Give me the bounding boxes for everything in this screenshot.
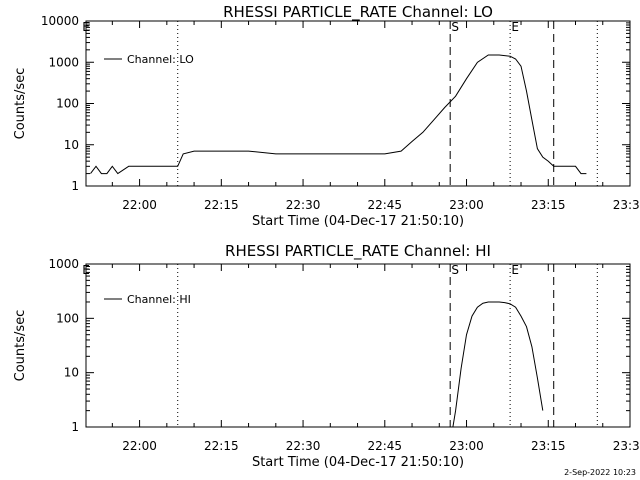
y-tick-label: 1000 (48, 257, 79, 271)
x-tick-label: 22:15 (204, 439, 239, 453)
x-tick-label: 22:30 (286, 198, 321, 212)
y-tick-label: 1000 (48, 55, 79, 69)
series-line (90, 54, 587, 175)
y-tick-label: 100 (56, 311, 79, 325)
time-marker: E (511, 263, 519, 277)
chart-title: RHESSI PARTICLE_RATE Channel: HI (225, 242, 491, 261)
y-tick-label: 10000 (41, 14, 79, 28)
series-line (452, 301, 544, 428)
y-axis-label: Counts/sec (13, 68, 28, 140)
y-tick-label: 1 (71, 179, 79, 193)
x-tick-label: 23:00 (449, 439, 484, 453)
time-marker: E (82, 263, 90, 277)
panel-lo: RHESSI PARTICLE_RATE Channel: LO 22:00 22:… (13, 3, 640, 229)
panel-hi: RHESSI PARTICLE_RATE Channel: HI 22:00 22:… (13, 242, 640, 470)
y-axis-label: Counts/sec (13, 310, 28, 382)
x-tick-label: 22:00 (122, 198, 157, 212)
legend-label: Channel: LO (127, 53, 194, 66)
x-tick-label: 23:30 (613, 439, 640, 453)
x-tick-label: 22:15 (204, 198, 239, 212)
y-tick-label: 1 (71, 420, 79, 434)
y-tick-label: 10 (64, 138, 79, 152)
x-tick-label: 23:15 (531, 198, 566, 212)
plot-frame (85, 263, 631, 428)
x-tick-label: 23:15 (531, 439, 566, 453)
legend-label: Channel: HI (127, 293, 191, 306)
y-tick-label: 10 (64, 366, 79, 380)
time-marker: E (511, 20, 519, 34)
x-tick-label: 23:00 (449, 198, 484, 212)
x-tick-label: 22:00 (122, 439, 157, 453)
time-marker: E (82, 20, 90, 34)
x-tick-label: 22:45 (367, 439, 402, 453)
timestamp: 2-Sep-2022 10:23 (564, 468, 636, 477)
time-marker: S (451, 20, 459, 34)
x-tick-label: 23:30 (613, 198, 640, 212)
x-axis-label: Start Time (04-Dec-17 21:50:10) (252, 455, 464, 470)
x-tick-label: 22:45 (367, 198, 402, 212)
x-tick-label: 22:30 (286, 439, 321, 453)
y-tick-label: 100 (56, 97, 79, 111)
chart-title: RHESSI PARTICLE_RATE Channel: LO (223, 3, 493, 22)
x-axis-label: Start Time (04-Dec-17 21:50:10) (252, 214, 464, 229)
time-marker: S (451, 263, 459, 277)
